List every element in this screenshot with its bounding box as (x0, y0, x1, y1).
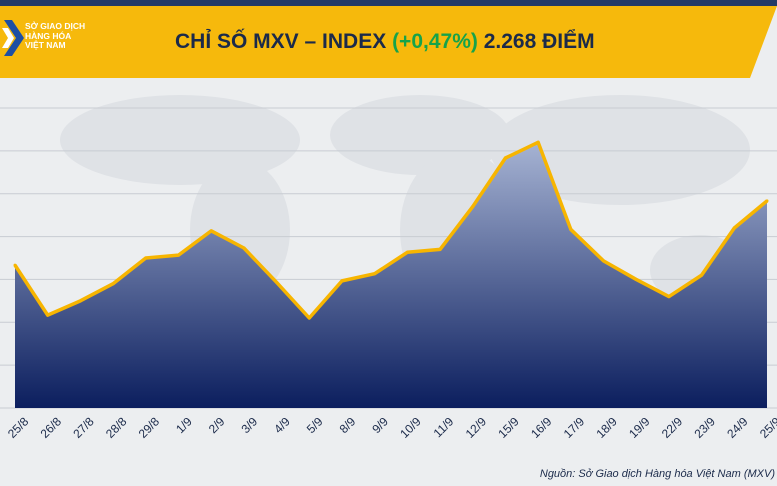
data-point (307, 316, 311, 320)
x-tick-label: 25/9 (757, 414, 777, 441)
data-point (438, 247, 442, 251)
x-tick-label: 5/9 (304, 414, 326, 436)
x-tick-label: 10/9 (397, 414, 424, 441)
x-tick-label: 3/9 (239, 414, 261, 436)
x-tick-label: 19/9 (626, 414, 653, 441)
mxv-index-chart: 25/8 26/8 27/8 28/8 29/8 1/9 2/9 3/9 4/9 5/9 8/9 9/… (0, 95, 777, 441)
data-point (700, 273, 704, 277)
x-tick-label: 26/8 (38, 414, 65, 441)
index-line (13, 140, 769, 320)
data-point (176, 253, 180, 257)
x-tick-label: 28/8 (103, 414, 130, 441)
x-tick-label: 4/9 (271, 414, 293, 436)
x-tick-label: 15/9 (495, 414, 522, 441)
x-tick-label: 2/9 (206, 414, 228, 436)
title-banner (0, 0, 777, 78)
logo-line-1: SỞ GIAO DỊCH (25, 21, 86, 31)
x-tick-label: 27/8 (70, 414, 97, 441)
title-value: 2.268 ĐIỂM (483, 30, 595, 53)
logo-line-3: VIỆT NAM (25, 40, 66, 50)
data-point (46, 313, 50, 317)
data-point (144, 256, 148, 260)
x-tick-label: 17/9 (561, 414, 588, 441)
data-point (275, 280, 279, 284)
data-point (569, 227, 573, 231)
banner-dark-strip (0, 0, 777, 6)
data-point (242, 246, 246, 250)
x-tick-label: 9/9 (369, 414, 391, 436)
x-tick-label: 29/8 (136, 414, 163, 441)
title-prefix: CHỈ SỐ MXV – INDEX (175, 30, 387, 53)
data-point (111, 282, 115, 286)
x-tick-label: 25/8 (5, 414, 32, 441)
x-tick-label: 1/9 (173, 414, 195, 436)
mxv-logo: SỞ GIAO DỊCH HÀNG HÓA VIỆT NAM (0, 14, 100, 64)
data-point (209, 229, 213, 233)
x-tick-label: 11/9 (431, 414, 457, 440)
data-point (373, 272, 377, 276)
data-point (405, 250, 409, 254)
data-point (503, 156, 507, 160)
data-point (471, 205, 475, 209)
data-point (602, 259, 606, 263)
logo-chevron-icon (4, 20, 24, 56)
logo-chevron-icon-inner (2, 28, 14, 48)
banner-background (0, 6, 777, 78)
logo-line-2: HÀNG HÓA (25, 30, 72, 41)
x-tick-label: 23/9 (692, 414, 719, 441)
data-point (667, 295, 671, 299)
data-point (765, 199, 769, 203)
x-tick-label: 8/9 (337, 414, 359, 436)
data-point (732, 226, 736, 230)
x-tick-label: 16/9 (528, 414, 555, 441)
data-point (78, 299, 82, 303)
source-note: Nguồn: Sở Giao dịch Hàng hóa Việt Nam (M… (539, 468, 775, 480)
index-area (15, 142, 767, 408)
x-tick-label: 18/9 (593, 414, 620, 441)
data-point (340, 279, 344, 283)
title-change: (+0,47%) (392, 30, 478, 53)
x-tick-label: 24/9 (724, 414, 751, 441)
x-tick-label: 22/9 (659, 414, 686, 441)
data-point (634, 277, 638, 281)
chart-title: CHỈ SỐ MXV – INDEX (+0,47%) 2.268 ĐIỂM (175, 30, 595, 54)
x-tick-label: 12/9 (463, 414, 490, 441)
data-point (536, 140, 540, 144)
data-point (13, 263, 17, 267)
